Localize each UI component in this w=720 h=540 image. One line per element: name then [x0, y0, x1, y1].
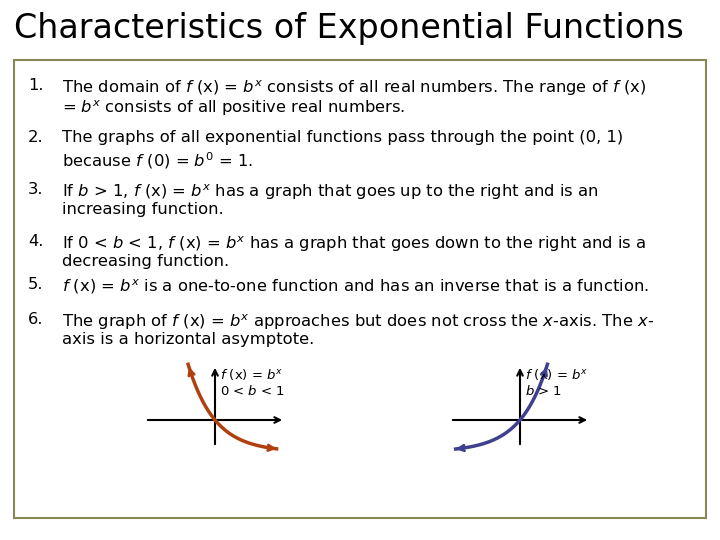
FancyBboxPatch shape [14, 60, 706, 518]
Text: Characteristics of Exponential Functions: Characteristics of Exponential Functions [14, 12, 684, 45]
Text: 6.: 6. [28, 312, 43, 327]
Text: increasing function.: increasing function. [62, 202, 224, 217]
Text: axis is a horizontal asymptote.: axis is a horizontal asymptote. [62, 332, 314, 347]
Text: $\it{f}$ (x) = $\it{b}^x$
$\it{b}$ > 1: $\it{f}$ (x) = $\it{b}^x$ $\it{b}$ > 1 [525, 367, 588, 398]
Text: 2.: 2. [28, 130, 44, 145]
Text: $\it{f}$ (x) = $\it{b}^x$ is a one-to-one function and has an inverse that is a : $\it{f}$ (x) = $\it{b}^x$ is a one-to-on… [62, 277, 649, 295]
Text: If $\it{b}$ > 1, $\it{f}$ (x) = $\it{b}^x$ has a graph that goes up to the right: If $\it{b}$ > 1, $\it{f}$ (x) = $\it{b}^… [62, 182, 598, 201]
Text: The domain of $\it{f}$ (x) = $\it{b}^x$ consists of all real numbers. The range : The domain of $\it{f}$ (x) = $\it{b}^x$ … [62, 78, 646, 98]
Text: The graph of $\it{f}$ (x) = $\it{b}^x$ approaches but does not cross the $\it{x}: The graph of $\it{f}$ (x) = $\it{b}^x$ a… [62, 312, 654, 332]
Text: because $\it{f}$ (0) = $\it{b}^0$ = 1.: because $\it{f}$ (0) = $\it{b}^0$ = 1. [62, 150, 253, 171]
Text: 5.: 5. [28, 277, 43, 292]
Text: The graphs of all exponential functions pass through the point (0, 1): The graphs of all exponential functions … [62, 130, 624, 145]
Text: 1.: 1. [28, 78, 43, 93]
Text: If 0 < $\it{b}$ < 1, $\it{f}$ (x) = $\it{b}^x$ has a graph that goes down to the: If 0 < $\it{b}$ < 1, $\it{f}$ (x) = $\it… [62, 234, 646, 254]
Text: $\it{f}$ (x) = $\it{b}^x$
0 < $\it{b}$ < 1: $\it{f}$ (x) = $\it{b}^x$ 0 < $\it{b}$ <… [220, 367, 285, 398]
Text: 4.: 4. [28, 234, 43, 249]
Text: 3.: 3. [28, 182, 43, 197]
Text: decreasing function.: decreasing function. [62, 254, 229, 269]
Text: = $\it{b}^x$ consists of all positive real numbers.: = $\it{b}^x$ consists of all positive re… [62, 98, 405, 118]
